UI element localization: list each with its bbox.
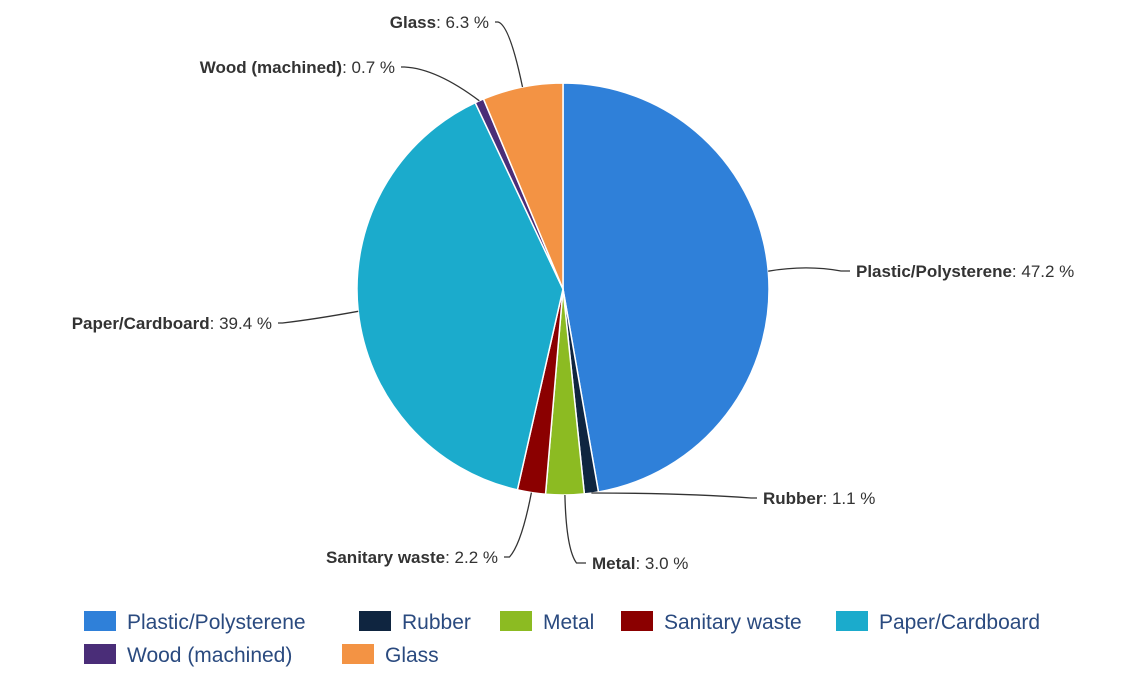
pie-slice-glass[interactable] [482,82,564,290]
legend-item-metal[interactable]: Metal [500,611,594,634]
legend-swatch-metal [500,611,532,631]
legend-label-glass: Glass [385,644,439,667]
legend-swatch-plastic-polysterene [84,611,116,631]
connector-paper-cardboard [278,310,359,324]
legend-item-rubber[interactable]: Rubber [359,611,471,634]
legend-item-wood-machined[interactable]: Wood (machined) [84,644,292,667]
pie-slices [356,82,770,496]
legend-label-wood-machined: Wood (machined) [127,644,292,667]
connector-sanitary-waste [504,492,533,558]
data-label-paper-cardboard: Paper/Cardboard: 39.4 % [72,314,272,333]
label-connectors [278,21,850,564]
data-label-wood-machined: Wood (machined): 0.7 % [200,58,395,77]
pie-slice-plastic-polysterene[interactable] [562,82,770,493]
data-label-metal: Metal: 3.0 % [592,554,688,573]
connector-wood-machined [401,66,480,102]
legend-swatch-sanitary-waste [621,611,653,631]
pie-slice-paper-cardboard[interactable] [356,101,564,491]
connector-rubber [591,492,757,499]
legend-swatch-glass [342,644,374,664]
data-label-rubber: Rubber: 1.1 % [763,489,875,508]
legend-label-sanitary-waste: Sanitary waste [664,611,802,634]
data-label-sanitary-waste: Sanitary waste: 2.2 % [326,548,498,567]
data-labels: Plastic/Polysterene: 47.2 % Rubber: 1.1 %… [72,13,1075,573]
connector-glass [495,21,524,88]
legend-item-plastic-polysterene[interactable]: Plastic/Polysterene [84,611,306,634]
legend-item-glass[interactable]: Glass [342,644,439,667]
connector-metal [564,494,586,564]
legend-label-plastic-polysterene: Plastic/Polysterene [127,611,306,634]
connector-plastic-polysterene [768,267,850,272]
legend-swatch-wood-machined [84,644,116,664]
legend-label-metal: Metal [543,611,594,634]
legend-item-sanitary-waste[interactable]: Sanitary waste [621,611,802,634]
data-label-plastic-polysterene: Plastic/Polysterene: 47.2 % [856,262,1074,281]
data-label-glass: Glass: 6.3 % [390,13,489,32]
legend-swatch-rubber [359,611,391,631]
legend-swatch-paper-cardboard [836,611,868,631]
legend-item-paper-cardboard[interactable]: Paper/Cardboard [836,611,1040,634]
legend-label-rubber: Rubber [402,611,471,634]
legend: Plastic/Polysterene Rubber Metal Sanitary w… [84,611,1040,667]
legend-label-paper-cardboard: Paper/Cardboard [879,611,1040,634]
